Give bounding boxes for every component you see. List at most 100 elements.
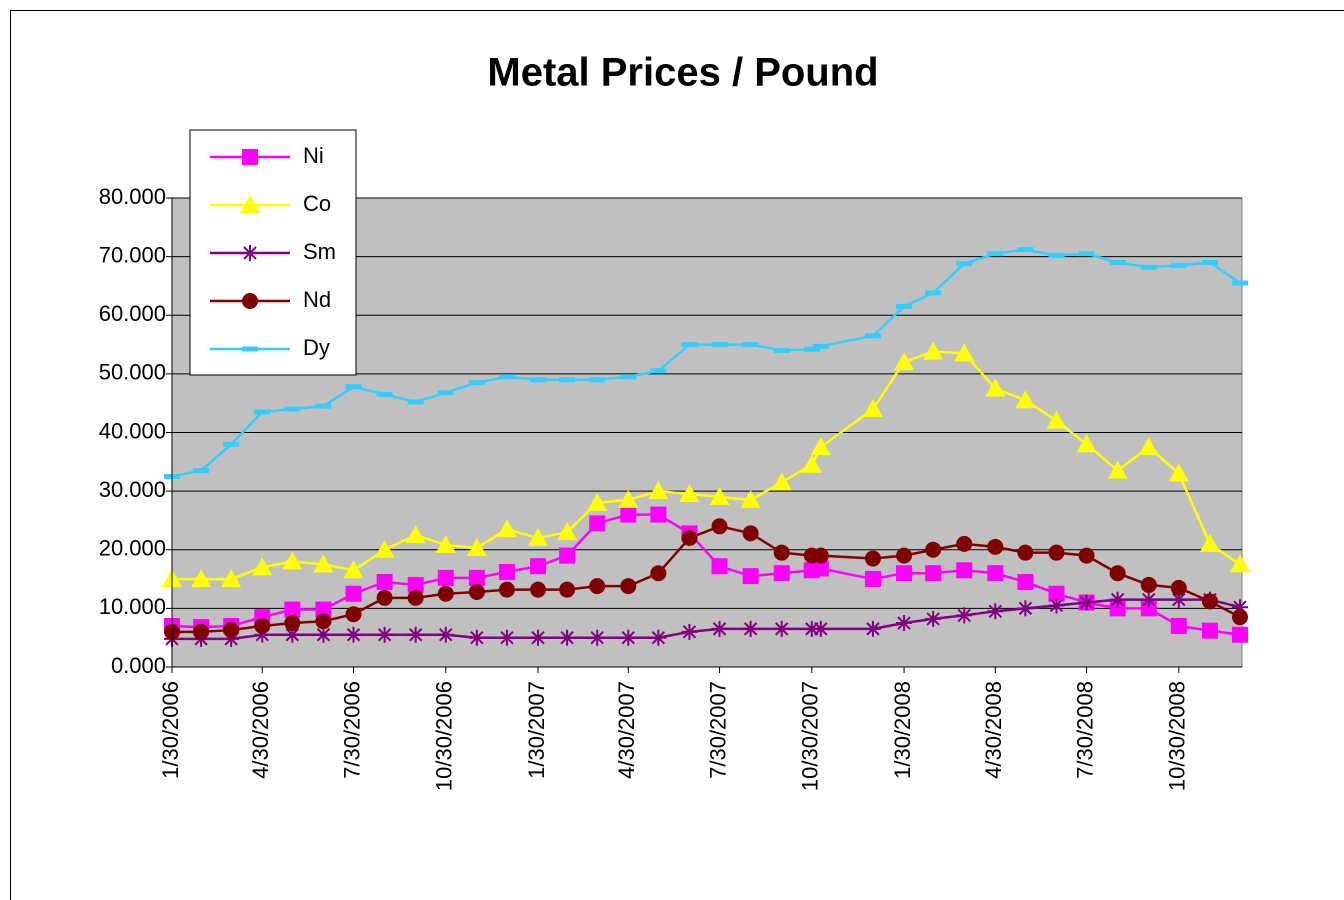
marker (956, 607, 973, 624)
marker (315, 626, 332, 643)
marker (315, 613, 332, 630)
marker (681, 530, 698, 547)
marker (468, 380, 485, 386)
marker (896, 565, 913, 582)
legend-label: Nd (303, 287, 331, 312)
legend-label: Dy (303, 335, 330, 360)
marker (620, 374, 637, 380)
marker (498, 629, 515, 646)
marker (862, 399, 883, 418)
marker (589, 377, 606, 383)
legend-label: Ni (303, 143, 324, 168)
marker (864, 571, 881, 588)
marker (240, 195, 260, 213)
marker (894, 352, 915, 371)
marker (1076, 434, 1097, 453)
marker (925, 290, 942, 296)
x-tick-label: 7/30/2006 (339, 681, 364, 779)
x-tick-label: 7/30/2008 (1072, 681, 1097, 779)
marker (587, 492, 608, 511)
x-tick-label: 1/30/2007 (524, 681, 549, 779)
marker (1109, 259, 1126, 265)
marker (313, 554, 334, 573)
marker (1231, 280, 1248, 286)
marker (1199, 533, 1220, 552)
marker (589, 629, 606, 646)
marker (925, 565, 942, 582)
marker (954, 343, 975, 362)
marker (864, 620, 881, 637)
x-tick-label: 10/30/2008 (1165, 681, 1190, 791)
y-tick-label: 40.000 (99, 418, 166, 443)
marker (254, 617, 271, 634)
marker (1048, 544, 1065, 561)
y-tick-label: 20.000 (99, 536, 166, 561)
marker (925, 610, 942, 627)
marker (284, 406, 301, 412)
marker (1140, 576, 1157, 593)
y-tick-label: 50.000 (99, 360, 166, 385)
y-tick-label: 60.000 (99, 301, 166, 326)
marker (711, 558, 728, 575)
x-tick-label: 7/30/2007 (705, 681, 730, 779)
marker (987, 603, 1004, 620)
x-tick-label: 1/30/2008 (890, 681, 915, 779)
marker (466, 537, 487, 556)
marker (709, 486, 730, 505)
marker (254, 626, 271, 643)
marker (771, 472, 792, 491)
x-tick-label: 4/30/2006 (248, 681, 273, 779)
marker (1140, 264, 1157, 270)
marker (1170, 591, 1187, 608)
marker (407, 589, 424, 606)
x-tick-label: 4/30/2007 (614, 681, 639, 779)
marker (530, 629, 547, 646)
marker (315, 601, 332, 618)
marker (498, 581, 515, 598)
y-tick-label: 70.000 (99, 242, 166, 267)
marker (1046, 410, 1067, 429)
marker (620, 506, 637, 523)
marker (1017, 247, 1034, 253)
marker (407, 576, 424, 593)
marker (742, 568, 759, 585)
marker (559, 629, 576, 646)
marker (193, 623, 210, 640)
marker (284, 615, 301, 632)
marker (284, 601, 301, 618)
marker (1109, 591, 1126, 608)
marker (528, 528, 549, 547)
marker (498, 564, 515, 581)
marker (923, 341, 944, 360)
marker (681, 342, 698, 348)
marker (345, 384, 362, 390)
marker (650, 629, 667, 646)
marker (650, 368, 667, 374)
legend-label: Co (303, 191, 331, 216)
marker (1140, 591, 1157, 608)
marker (1170, 617, 1187, 634)
marker (1231, 609, 1248, 626)
marker (223, 622, 240, 639)
marker (559, 581, 576, 598)
marker (896, 547, 913, 564)
marker (468, 569, 485, 586)
marker (648, 481, 669, 500)
marker (407, 399, 424, 405)
marker (589, 515, 606, 532)
marker (740, 489, 761, 508)
marker (374, 539, 395, 558)
marker (773, 544, 790, 561)
marker (742, 525, 759, 542)
marker (1201, 622, 1218, 639)
marker (557, 522, 578, 541)
marker (376, 589, 393, 606)
marker (1048, 597, 1065, 614)
marker (1201, 259, 1218, 265)
marker (711, 342, 728, 348)
marker (711, 518, 728, 535)
marker (282, 551, 303, 570)
marker (1107, 460, 1128, 479)
marker (812, 547, 829, 564)
marker (773, 347, 790, 353)
